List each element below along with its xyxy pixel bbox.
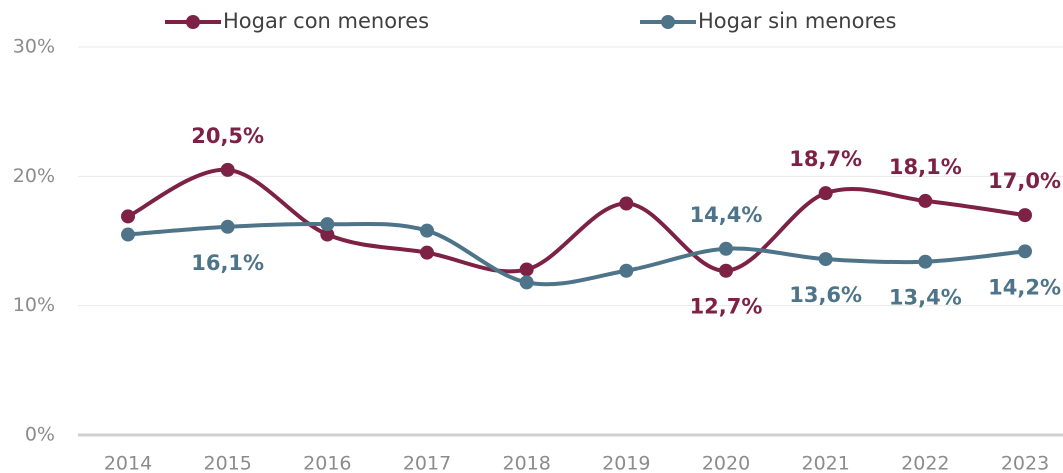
x-tick-label: 2016	[303, 453, 351, 473]
y-tick-label: 10%	[13, 294, 55, 316]
data-label: 17,0%	[988, 169, 1061, 193]
x-tick-label: 2019	[602, 453, 650, 473]
point	[918, 254, 933, 269]
x-tick-label: 2014	[104, 453, 152, 473]
data-label: 13,4%	[889, 286, 962, 310]
point	[619, 196, 634, 211]
point	[420, 245, 434, 260]
legend-marker	[186, 15, 200, 29]
point	[918, 193, 933, 208]
x-tick-label: 2020	[702, 453, 750, 473]
data-label: 13,6%	[789, 283, 862, 307]
point	[320, 217, 335, 232]
y-tick-label: 30%	[13, 36, 55, 58]
x-tick-label: 2015	[203, 453, 251, 473]
point	[619, 263, 634, 278]
point	[818, 252, 833, 267]
point	[220, 219, 235, 234]
point	[420, 223, 434, 238]
x-tick-label: 2023	[1001, 453, 1049, 473]
point	[220, 162, 235, 177]
line	[127, 167, 1026, 274]
data-label: 16,1%	[191, 251, 264, 275]
data-label: 14,4%	[690, 203, 763, 227]
point	[1018, 208, 1032, 223]
legend-marker	[661, 15, 675, 29]
point	[519, 262, 534, 277]
point	[1018, 244, 1032, 259]
data-label: 18,1%	[889, 155, 962, 179]
point	[719, 263, 733, 278]
data-label: 12,7%	[690, 295, 763, 319]
x-tick-label: 2017	[403, 453, 451, 473]
data-label: 20,5%	[191, 124, 264, 148]
y-tick-label: 0%	[25, 424, 55, 446]
x-tick-label: 2022	[901, 453, 949, 473]
legend-label: Hogar sin menores	[698, 9, 896, 33]
line	[127, 221, 1026, 287]
data-label: 14,2%	[988, 275, 1061, 299]
point	[818, 186, 833, 201]
data-label: 18,7%	[789, 147, 862, 171]
point	[320, 227, 335, 242]
legend-label: Hogar con menores	[223, 9, 429, 33]
point	[719, 241, 733, 256]
y-tick-label: 20%	[13, 165, 55, 187]
point	[121, 227, 135, 242]
x-tick-label: 2018	[502, 453, 550, 473]
point	[519, 275, 534, 290]
x-tick-label: 2021	[801, 453, 849, 473]
point	[121, 209, 135, 224]
